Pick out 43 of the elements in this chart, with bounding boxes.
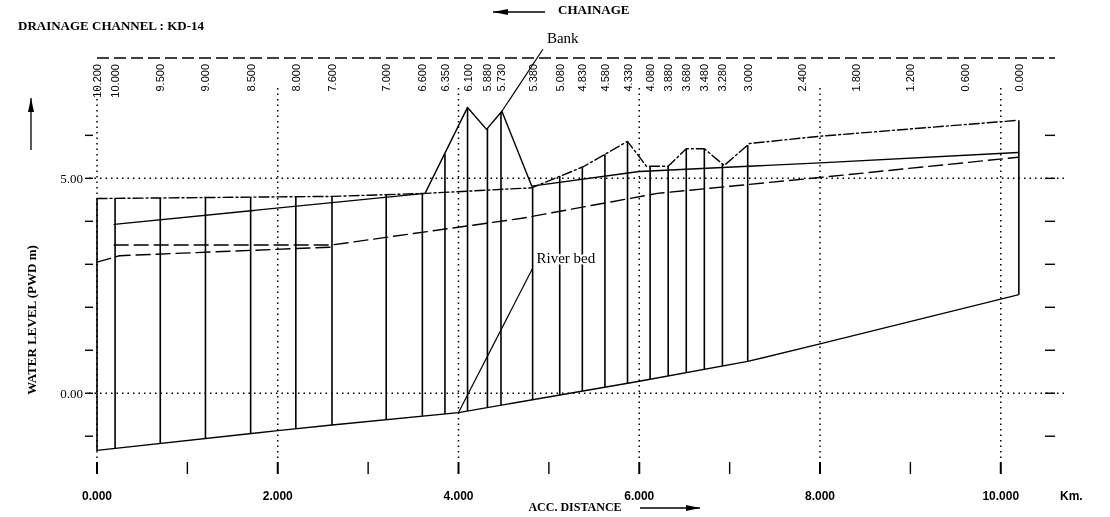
x-axis-title: ACC. DISTANCE — [528, 500, 622, 514]
x2-tick-label: 4.830 — [576, 64, 589, 92]
x-tick-label: 8.000 — [805, 489, 836, 503]
x2-tick-label: 3.480 — [698, 64, 711, 92]
x2-tick-label: 10.000 — [109, 64, 122, 98]
x2-tick-label: 6.350 — [438, 64, 451, 92]
y-tick-label: 0.00 — [60, 386, 83, 402]
x2-tick-label: 3.280 — [716, 64, 729, 92]
x-tick-label: 2.000 — [262, 489, 294, 503]
x2-tick-label: 6.600 — [416, 64, 429, 92]
y-axis-title: WATER LEVEL (PWD m) — [24, 245, 39, 395]
x2-tick-label: 2.400 — [795, 64, 808, 92]
annotation: Bank — [546, 30, 580, 47]
x2-tick-label: 3.000 — [741, 64, 754, 92]
x2-tick-label: 9.500 — [154, 64, 167, 92]
x2-tick-label: 8.500 — [244, 64, 257, 92]
x2-tick-label: 5.730 — [494, 64, 507, 92]
y-tick-label: 5.00 — [60, 171, 83, 187]
x2-tick-label: 1.800 — [850, 64, 863, 92]
x2-tick-label: 6.100 — [461, 64, 474, 92]
x2-tick-label: 7.000 — [380, 64, 393, 92]
x2-axis-title: CHAINAGE — [558, 2, 630, 17]
x2-tick-label: 8.000 — [289, 64, 302, 92]
x2-tick-label: 7.600 — [325, 64, 338, 92]
x2-tick-label: 10.200 — [91, 64, 103, 98]
x-tick-label: 4.000 — [443, 489, 474, 503]
chart-title: DRAINAGE CHANNEL : KD-14 — [18, 18, 205, 33]
x2-tick-label: 5.880 — [481, 64, 494, 92]
x2-tick-label: 5.380 — [526, 64, 539, 92]
x2-tick-label: 0.000 — [1012, 64, 1025, 92]
x2-tick-label: 3.680 — [680, 64, 693, 92]
x2-tick-label: 3.880 — [662, 64, 675, 92]
x2-tick-label: 0.600 — [958, 64, 971, 92]
x-tick-label: 10.000 — [982, 489, 1020, 503]
x-tick-label: 0.000 — [81, 489, 113, 503]
x2-tick-label: 1.200 — [904, 64, 917, 92]
x2-tick-label: 5.080 — [553, 64, 566, 92]
text: Km. — [1060, 489, 1083, 503]
x2-tick-label: 9.000 — [199, 64, 212, 92]
x2-tick-label: 4.580 — [598, 64, 611, 92]
x-tick-label: 6.000 — [624, 489, 655, 503]
x2-tick-label: 4.080 — [644, 64, 657, 92]
x2-tick-label: 4.330 — [621, 64, 634, 92]
